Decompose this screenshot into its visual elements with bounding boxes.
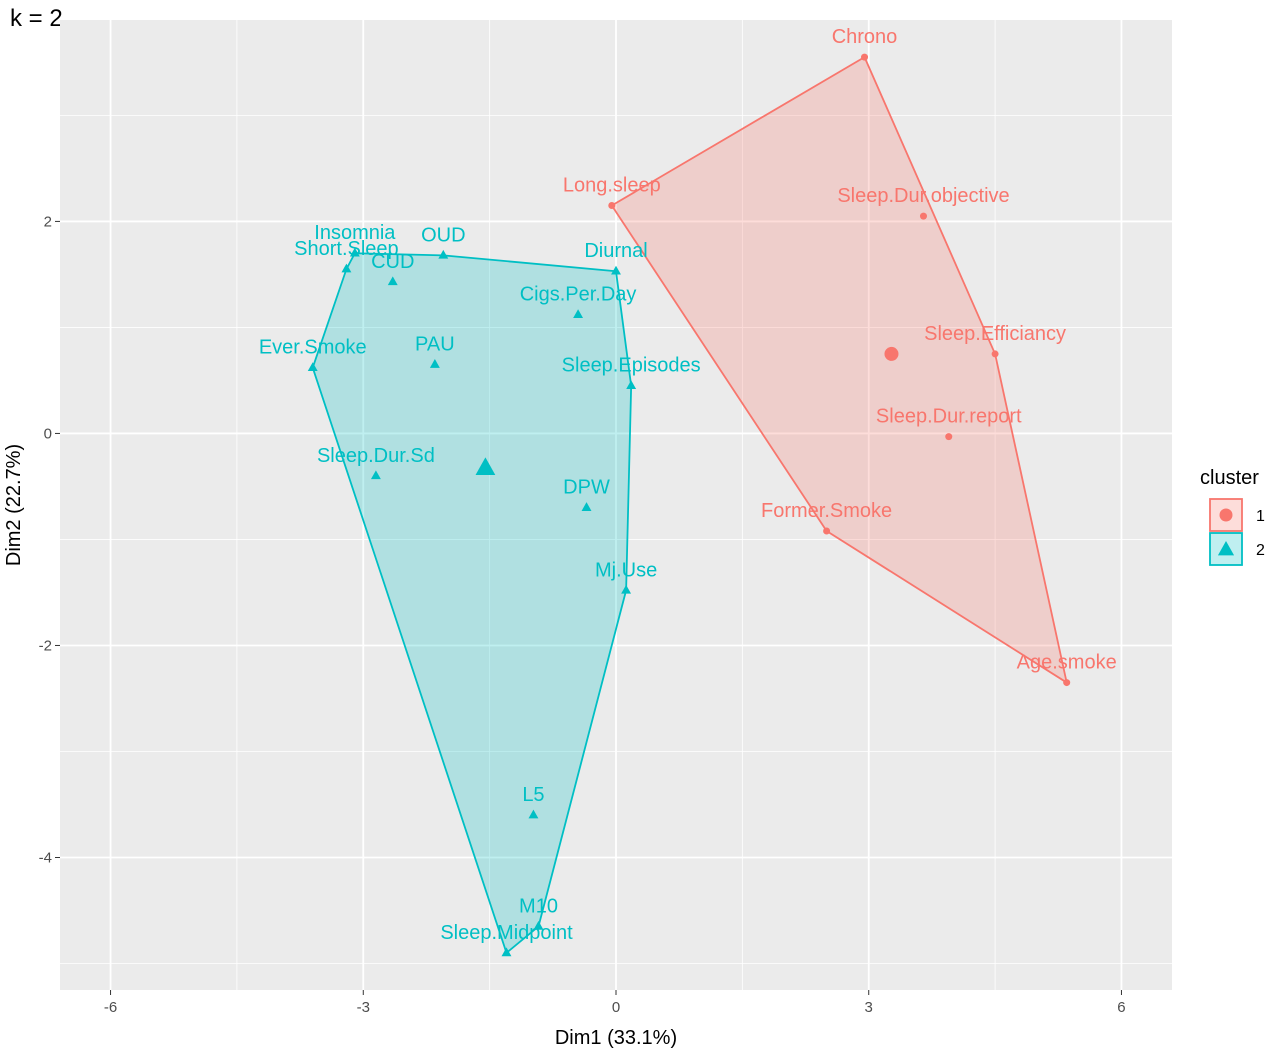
- x-tick-label: 0: [612, 999, 620, 1016]
- point-label: Age.smoke: [1017, 652, 1117, 674]
- cluster-1-point: [1063, 679, 1071, 687]
- cluster-2-point: [370, 470, 381, 480]
- point-label: Sleep.Dur.report: [876, 406, 1022, 428]
- x-axis-title: Dim1 (33.1%): [555, 1027, 677, 1049]
- cluster-1-point: [945, 433, 953, 441]
- cluster-2-point: [528, 809, 539, 819]
- legend-key-1: [1209, 498, 1243, 532]
- y-tick-label: 2: [44, 213, 52, 230]
- point-label: PAU: [415, 334, 455, 356]
- point-label: Long.sleep: [563, 175, 661, 197]
- cluster-2-centroid: [475, 457, 496, 476]
- gridlines: [60, 20, 1172, 990]
- cluster-2-point: [621, 584, 632, 594]
- point-label: Chrono: [832, 26, 898, 48]
- cluster-2-point: [341, 263, 352, 273]
- cluster-1-centroid: [884, 346, 899, 361]
- legend-label: 1: [1256, 508, 1265, 525]
- cluster-2-point: [626, 380, 637, 390]
- point-label: Sleep.Efficiancy: [924, 323, 1066, 345]
- point-label: DPW: [563, 477, 610, 499]
- legend-title: cluster: [1200, 467, 1259, 489]
- point-label: Ever.Smoke: [259, 337, 367, 359]
- cluster-2-point: [429, 359, 440, 368]
- x-tick-label: 3: [865, 999, 873, 1016]
- point-label: Short.Sleep: [294, 238, 399, 260]
- cluster-1-point: [823, 527, 831, 535]
- data-points: [307, 53, 1071, 957]
- legend-circle-icon: [1219, 508, 1233, 522]
- y-tick-label: -4: [39, 849, 52, 866]
- cluster-1-point: [861, 53, 869, 61]
- point-label: Former.Smoke: [761, 500, 892, 522]
- cluster-1-point: [919, 212, 927, 220]
- y-axis-ticks: -4 -2 0 2: [39, 213, 60, 866]
- y-tick-label: 0: [44, 425, 52, 442]
- x-tick-label: -6: [104, 999, 117, 1016]
- cluster-2-point: [533, 920, 544, 930]
- x-tick-label: -3: [357, 999, 370, 1016]
- point-label: OUD: [421, 224, 465, 246]
- cluster-2-point: [611, 265, 621, 275]
- cluster-2-point: [307, 362, 318, 372]
- point-label: Diurnal: [584, 240, 647, 262]
- cluster-1-point: [608, 202, 616, 210]
- cluster-2-point: [349, 247, 360, 257]
- cluster-2-point: [573, 309, 584, 319]
- point-label: Sleep.Episodes: [562, 355, 701, 377]
- cluster-hulls: [311, 56, 1068, 954]
- point-label: Sleep.Dur.Sd: [317, 445, 435, 467]
- cluster-2-point: [501, 947, 512, 957]
- legend-triangle-icon: [1217, 541, 1235, 556]
- legend-label: 2: [1256, 542, 1265, 559]
- point-label: Mj.Use: [595, 559, 657, 581]
- x-tick-label: 6: [1117, 999, 1125, 1016]
- point-label: L5: [522, 784, 544, 806]
- cluster-1-hull: [610, 56, 1068, 684]
- y-tick-label: -2: [39, 637, 52, 654]
- cluster-2-point: [438, 249, 449, 259]
- cluster-2-point: [581, 502, 592, 511]
- point-label: M10: [519, 895, 558, 917]
- chart-title: k = 2: [10, 5, 63, 32]
- point-label: Cigs.Per.Day: [520, 284, 637, 306]
- point-label: Sleep.Dur.objective: [837, 185, 1009, 207]
- point-label: Sleep.Midpoint: [440, 922, 573, 944]
- point-label: CUD: [371, 251, 414, 273]
- point-labels: Chrono Long.sleep Sleep.Dur.objective Sleep…: [259, 26, 1117, 944]
- x-axis-ticks: -6 -3 0 3 6: [104, 990, 1126, 1016]
- point-label: Insomnia: [314, 222, 396, 244]
- cluster-1-point: [991, 350, 999, 358]
- cluster-2-hull: [311, 252, 633, 954]
- cluster-2-point: [387, 276, 398, 286]
- legend: cluster 1 2: [1200, 467, 1265, 566]
- y-axis-title: Dim2 (22.7%): [3, 444, 25, 566]
